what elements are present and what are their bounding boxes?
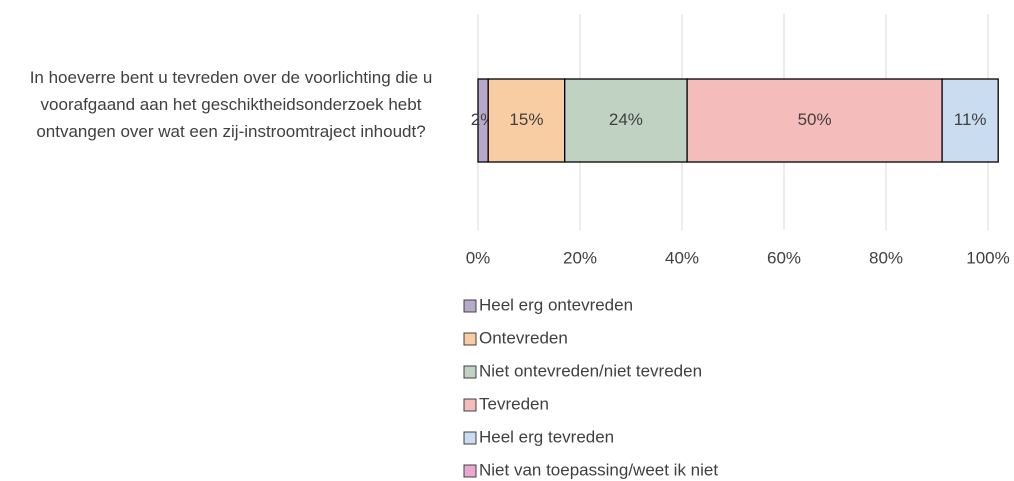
legend-swatch [463,299,477,313]
legend-swatch [463,464,477,478]
data-label: 50% [798,110,832,129]
legend-label: Tevreden [479,394,549,413]
legend-swatch [463,431,477,445]
legend-swatch [463,332,477,346]
data-label: 11% [954,110,987,129]
data-label: 24% [609,110,643,129]
legend-label: Niet van toepassing/weet ik niet [479,460,718,479]
legend-label: Ontevreden [479,328,568,347]
x-tick-label: 20% [563,248,597,267]
x-tick-label: 60% [767,248,801,267]
bar-segment [941,78,999,163]
bar-segment [686,78,943,163]
legend-swatch [463,365,477,379]
legend-label: Heel erg ontevreden [479,295,633,314]
legend-label: Niet ontevreden/niet tevreden [479,361,702,380]
x-tick-label: 40% [665,248,699,267]
legend-label: Heel erg tevreden [479,427,614,446]
x-tick-label: 0% [466,248,491,267]
x-tick-label: 80% [869,248,903,267]
legend-swatch [463,398,477,412]
x-tick-label: 100% [966,248,1009,267]
category-label: In hoeverre bent u tevreden over de voor… [29,68,433,141]
data-label: 15% [509,110,543,129]
